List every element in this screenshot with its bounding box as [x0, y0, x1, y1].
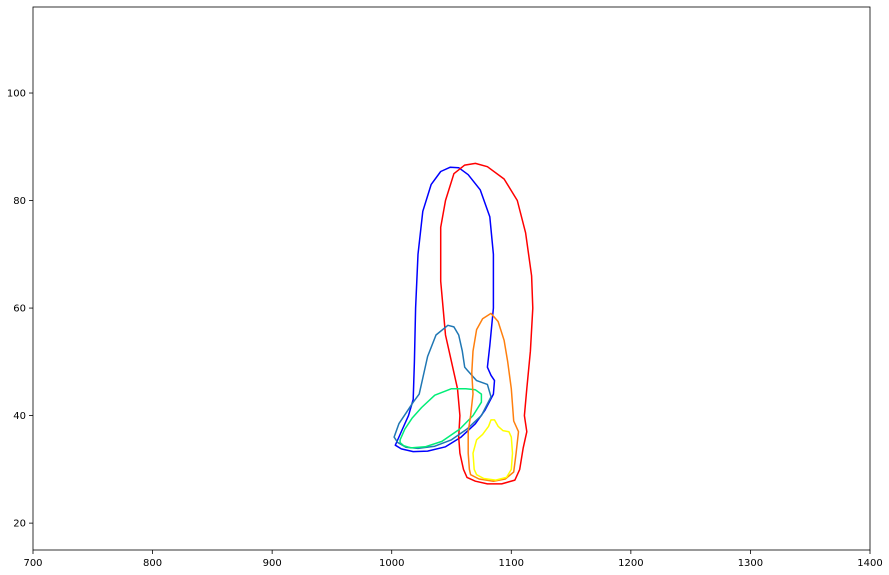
y-tick-label: 80 [13, 196, 26, 207]
plot-background [33, 7, 870, 550]
y-axis: 20 40 60 80 100 [7, 89, 33, 530]
y-tick-label: 60 [13, 304, 26, 315]
contour-line-6 [472, 419, 514, 481]
contour-line-1 [394, 166, 496, 453]
y-tick-label: 40 [13, 411, 26, 422]
y-tick-label: 20 [13, 519, 26, 530]
y-tick-label: 100 [7, 89, 26, 100]
x-axis: 700 800 900 1000 1100 1200 1300 1400 [23, 550, 883, 569]
series-layer [393, 162, 534, 485]
contour-line-2 [439, 162, 534, 485]
x-tick-label: 900 [263, 558, 282, 569]
x-tick-label: 700 [23, 558, 42, 569]
contour-line-3 [393, 324, 492, 450]
x-tick-label: 1100 [499, 558, 524, 569]
plot-area [32, 6, 871, 551]
x-tick-label: 1300 [738, 558, 763, 569]
plot-frame [32, 6, 871, 551]
x-tick-label: 1000 [379, 558, 404, 569]
contour-line-4 [399, 387, 483, 449]
x-tick-label: 800 [143, 558, 162, 569]
contour-line-5 [467, 312, 520, 482]
x-tick-label: 1400 [857, 558, 882, 569]
x-tick-label: 1200 [618, 558, 643, 569]
